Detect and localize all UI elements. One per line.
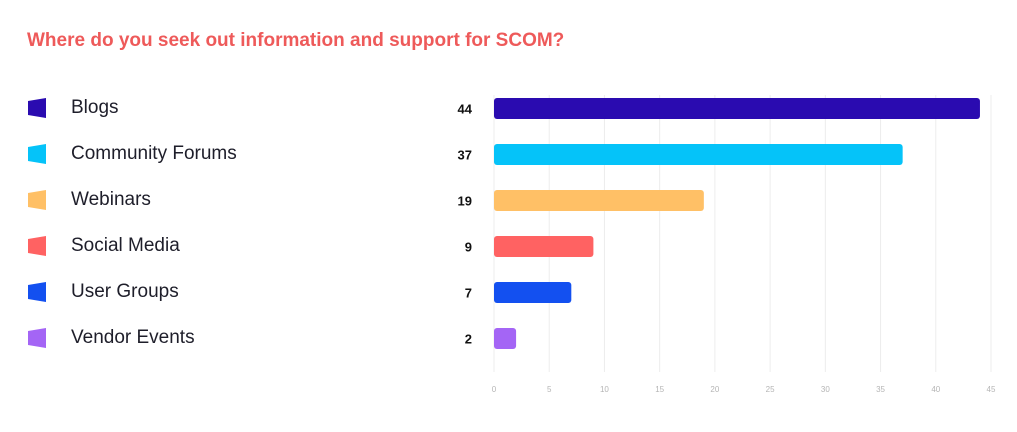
x-tick-label: 40: [931, 385, 940, 394]
value-label: 7: [465, 286, 472, 301]
legend-label: Vendor Events: [71, 327, 195, 348]
legend-swatch-shape: [28, 190, 46, 210]
legend-swatch-shape: [28, 282, 46, 302]
bar-social-media: [494, 236, 594, 257]
x-tick-label: 20: [710, 385, 719, 394]
legend-swatch-shape: [28, 144, 46, 164]
bar-webinars: [494, 190, 704, 211]
value-label: 2: [465, 332, 472, 347]
legend-item: Social Media: [27, 234, 427, 258]
chart-title: Where do you seek out information and su…: [27, 30, 565, 51]
legend-label: Social Media: [71, 235, 180, 256]
bar-user-groups: [494, 282, 572, 303]
value-label: 19: [458, 194, 472, 209]
legend-swatch-shape: [28, 328, 46, 348]
legend-label: Webinars: [71, 189, 151, 210]
x-tick-label: 35: [876, 385, 885, 394]
legend-label: Community Forums: [71, 143, 237, 164]
legend-swatch: [28, 328, 46, 348]
legend-swatch: [28, 236, 46, 256]
legend-label: Blogs: [71, 97, 119, 118]
bar-community-forums: [494, 144, 903, 165]
legend-label: User Groups: [71, 281, 179, 302]
legend-swatch: [28, 144, 46, 164]
legend-item: Vendor Events: [27, 326, 427, 350]
legend-swatch: [28, 98, 46, 118]
x-tick-label: 5: [547, 385, 552, 394]
legend-swatch-shape: [28, 236, 46, 256]
x-tick-label: 15: [655, 385, 664, 394]
x-tick-label: 30: [821, 385, 830, 394]
legend-swatch: [28, 282, 46, 302]
x-tick-label: 0: [492, 385, 497, 394]
legend-swatch: [28, 190, 46, 210]
bar-vendor-events: [494, 328, 517, 349]
legend-item: Webinars: [27, 188, 427, 212]
bar-blogs: [494, 98, 980, 119]
x-tick-label: 45: [987, 385, 996, 394]
legend-swatch-shape: [28, 98, 46, 118]
x-tick-label: 25: [766, 385, 775, 394]
x-tick-label: 10: [600, 385, 609, 394]
legend-item: Community Forums: [27, 142, 427, 166]
value-label: 37: [458, 148, 472, 163]
legend-item: User Groups: [27, 280, 427, 304]
value-label: 44: [458, 102, 473, 117]
value-label: 9: [465, 240, 472, 255]
legend-item: Blogs: [27, 96, 427, 120]
